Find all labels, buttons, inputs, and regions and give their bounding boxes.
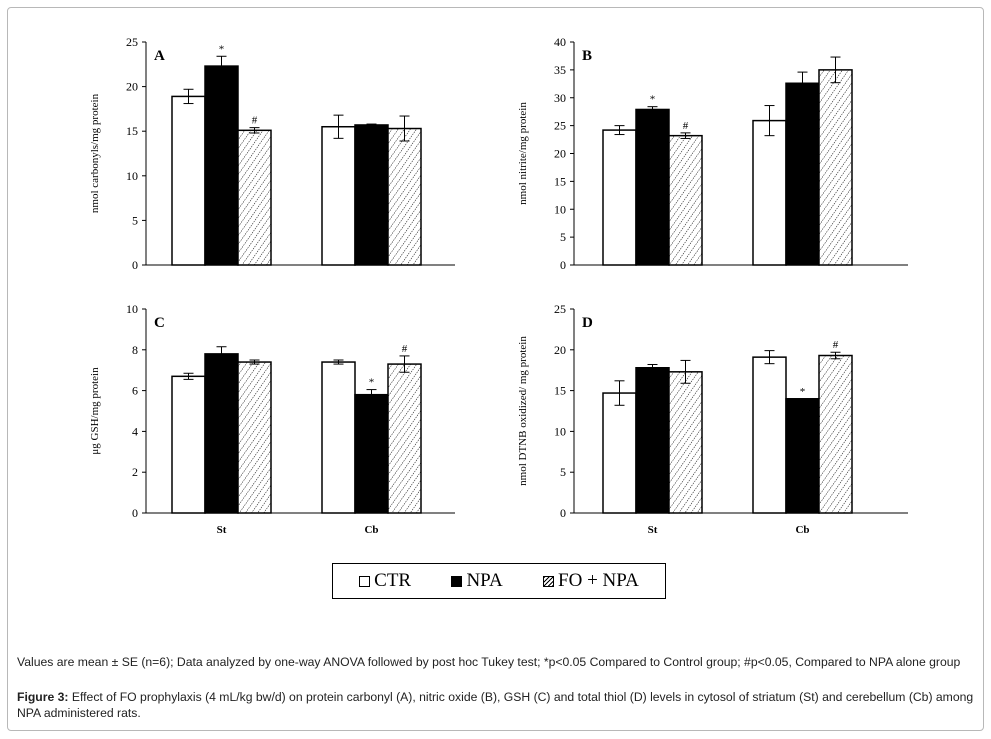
- legend: CTR NPA FO + NPA: [332, 563, 666, 599]
- chart-b-significance-marker-1: #: [683, 120, 689, 132]
- chart-c-bar-npa-0: [204, 353, 239, 514]
- chart-a-bar-ctr-0: [171, 95, 206, 266]
- chart-a-y-tick-label: 0: [132, 258, 138, 272]
- chart-b-bar-npa-1: [785, 82, 820, 266]
- chart-d-bar-fo-npa-0: [668, 371, 703, 514]
- legend-label-ctr: CTR: [374, 570, 412, 591]
- chart-b-significance-marker-0: *: [650, 94, 656, 106]
- chart-c-bar-fo-npa-1: [387, 363, 422, 514]
- chart-d-bar-npa-1: [785, 398, 820, 514]
- chart-a-bar-fo-npa-0: [237, 129, 272, 266]
- chart-c-significance-marker-1: #: [402, 343, 408, 355]
- chart-c-significance-marker-0: *: [369, 377, 375, 389]
- chart-b-bar-fo-npa-0: [668, 134, 703, 266]
- chart-c-bar-npa-1: [354, 393, 389, 514]
- chart-a-significance-marker-0: *: [219, 43, 225, 55]
- figure-text: Effect of FO prophylaxis (4 mL/kg bw/d) …: [17, 690, 974, 720]
- chart-c-group: 0 2 4 6 8 10 St Cb Cμg GSH/mg protein * #: [89, 302, 455, 536]
- chart-c-y-tick-label: 6: [132, 384, 138, 398]
- chart-d-x-tick-label: Cb: [795, 524, 809, 536]
- figure-label: Figure 3:: [17, 690, 69, 704]
- chart-d-significance-marker-1: #: [833, 339, 839, 351]
- chart-d-x-tick-label: St: [648, 524, 658, 536]
- chart-a-y-tick-label: 15: [126, 124, 138, 138]
- chart-d-y-axis-title: nmol DTNB oxidized/ mg protein: [517, 336, 529, 486]
- chart-c-y-tick-label: 10: [126, 302, 138, 316]
- chart-a-y-tick-label: 10: [126, 169, 138, 183]
- chart-c-y-axis-title: μg GSH/mg protein: [89, 367, 101, 455]
- caption-notes: Values are mean ± SE (n=6); Data analyze…: [17, 655, 961, 669]
- chart-b-bar-npa-0: [635, 108, 670, 266]
- chart-b-panel-label: B: [582, 48, 592, 64]
- chart-a-y-axis-title: nmol carbonyls/mg protein: [89, 93, 101, 213]
- legend-swatch-npa: [451, 575, 463, 587]
- chart-c-bar-ctr-0: [171, 375, 206, 514]
- legend-swatch-ctr: [359, 575, 371, 587]
- legend-item-ctr: CTR: [359, 570, 411, 592]
- chart-b-y-tick-label: 20: [554, 147, 566, 161]
- legend-swatch-fo-npa: [543, 575, 555, 587]
- chart-d-y-tick-label: 25: [554, 302, 566, 316]
- chart-d-bar-npa-0: [635, 367, 670, 514]
- chart-b-y-tick-label: 5: [560, 230, 566, 244]
- legend-item-fo-npa: FO + NPA: [543, 570, 639, 592]
- chart-b-y-tick-label: 0: [560, 258, 566, 272]
- legend-label-fo-npa: FO + NPA: [558, 570, 639, 591]
- chart-b-y-tick-label: 35: [554, 63, 566, 77]
- chart-c-x-tick-label: St: [217, 524, 227, 536]
- chart-a-y-tick-label: 20: [126, 80, 138, 94]
- chart-c-y-tick-label: 8: [132, 343, 138, 357]
- chart-d-y-tick-label: 15: [554, 384, 566, 398]
- chart-a-bar-fo-npa-1: [387, 127, 422, 266]
- chart-a-bar-ctr-1: [321, 125, 356, 266]
- chart-c-y-tick-label: 4: [132, 424, 138, 438]
- chart-d-bar-fo-npa-1: [818, 354, 853, 514]
- chart-d-significance-marker-0: *: [800, 386, 806, 398]
- chart-b-y-tick-label: 40: [554, 35, 566, 49]
- chart-c-y-tick-label: 2: [132, 465, 138, 479]
- chart-b-y-tick-label: 10: [554, 202, 566, 216]
- chart-d-bar-ctr-1: [752, 356, 787, 514]
- chart-a-y-tick-label: 5: [132, 213, 138, 227]
- chart-c-x-tick-label: Cb: [364, 524, 378, 536]
- chart-b-y-tick-label: 15: [554, 174, 566, 188]
- chart-d-bar-ctr-0: [602, 392, 637, 514]
- chart-d-y-tick-label: 0: [560, 506, 566, 520]
- chart-b-y-axis-title: nmol nitrite/mg protein: [517, 102, 529, 205]
- chart-c-y-tick-label: 0: [132, 506, 138, 520]
- legend-item-npa: NPA: [451, 570, 503, 592]
- chart-d-y-tick-label: 5: [560, 465, 566, 479]
- chart-d-y-tick-label: 20: [554, 343, 566, 357]
- chart-d-panel-label: D: [582, 315, 593, 331]
- chart-c-panel-label: C: [154, 315, 165, 331]
- chart-c-bar-ctr-1: [321, 361, 356, 514]
- chart-b-bar-fo-npa-1: [818, 69, 853, 266]
- figure-caption: Figure 3: Effect of FO prophylaxis (4 mL…: [17, 689, 977, 721]
- chart-b-y-tick-label: 25: [554, 119, 566, 133]
- chart-b-bar-ctr-1: [752, 119, 787, 266]
- chart-a-bar-npa-1: [354, 124, 389, 266]
- chart-a-bar-npa-0: [204, 65, 239, 266]
- chart-a-panel-label: A: [154, 48, 165, 64]
- chart-b-y-tick-label: 30: [554, 91, 566, 105]
- chart-d-y-tick-label: 10: [554, 424, 566, 438]
- chart-a-y-tick-label: 25: [126, 35, 138, 49]
- chart-c-bar-fo-npa-0: [237, 361, 272, 514]
- legend-label-npa: NPA: [466, 570, 503, 591]
- chart-a-significance-marker-1: #: [252, 115, 258, 127]
- chart-b-bar-ctr-0: [602, 129, 637, 266]
